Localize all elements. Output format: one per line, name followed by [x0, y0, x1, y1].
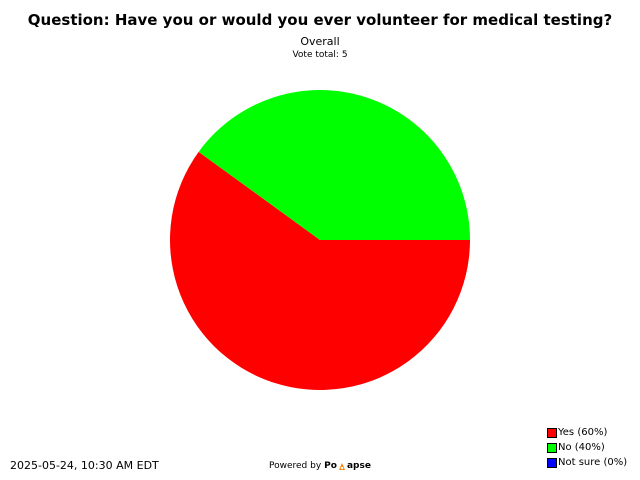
chart-title: Question: Have you or would you ever vol… — [27, 11, 613, 29]
legend-item-no: No (40%) — [547, 440, 640, 455]
legend: Yes (60%) No (40%) Not sure (0%) — [547, 425, 640, 470]
legend-swatch-not-sure — [547, 457, 557, 468]
legend-label-yes: Yes (60%) — [558, 427, 608, 438]
powered-by-text: Powered by — [269, 461, 322, 471]
pie-slice-no — [198, 90, 470, 240]
legend-label-no: No (40%) — [558, 442, 605, 453]
brand-text-left: Po — [324, 461, 337, 471]
legend-item-yes: Yes (60%) — [547, 425, 640, 440]
pie-slice-yes — [170, 151, 470, 391]
powered-by: Powered by Po apse — [269, 460, 371, 472]
timestamp: 2025-05-24, 10:30 AM EDT — [10, 459, 159, 472]
legend-swatch-no — [547, 442, 557, 453]
brand-logo: Po apse — [324, 460, 371, 472]
vote-total: Vote total: 5 — [292, 50, 348, 60]
legend-item-not-sure: Not sure (0%) — [547, 455, 640, 470]
chart-subtitle: Overall — [300, 35, 340, 48]
legend-label-not-sure: Not sure (0%) — [558, 457, 628, 468]
legend-swatch-yes — [547, 427, 557, 438]
polapse-logo-icon — [338, 462, 346, 471]
brand-text-right: apse — [346, 461, 371, 471]
